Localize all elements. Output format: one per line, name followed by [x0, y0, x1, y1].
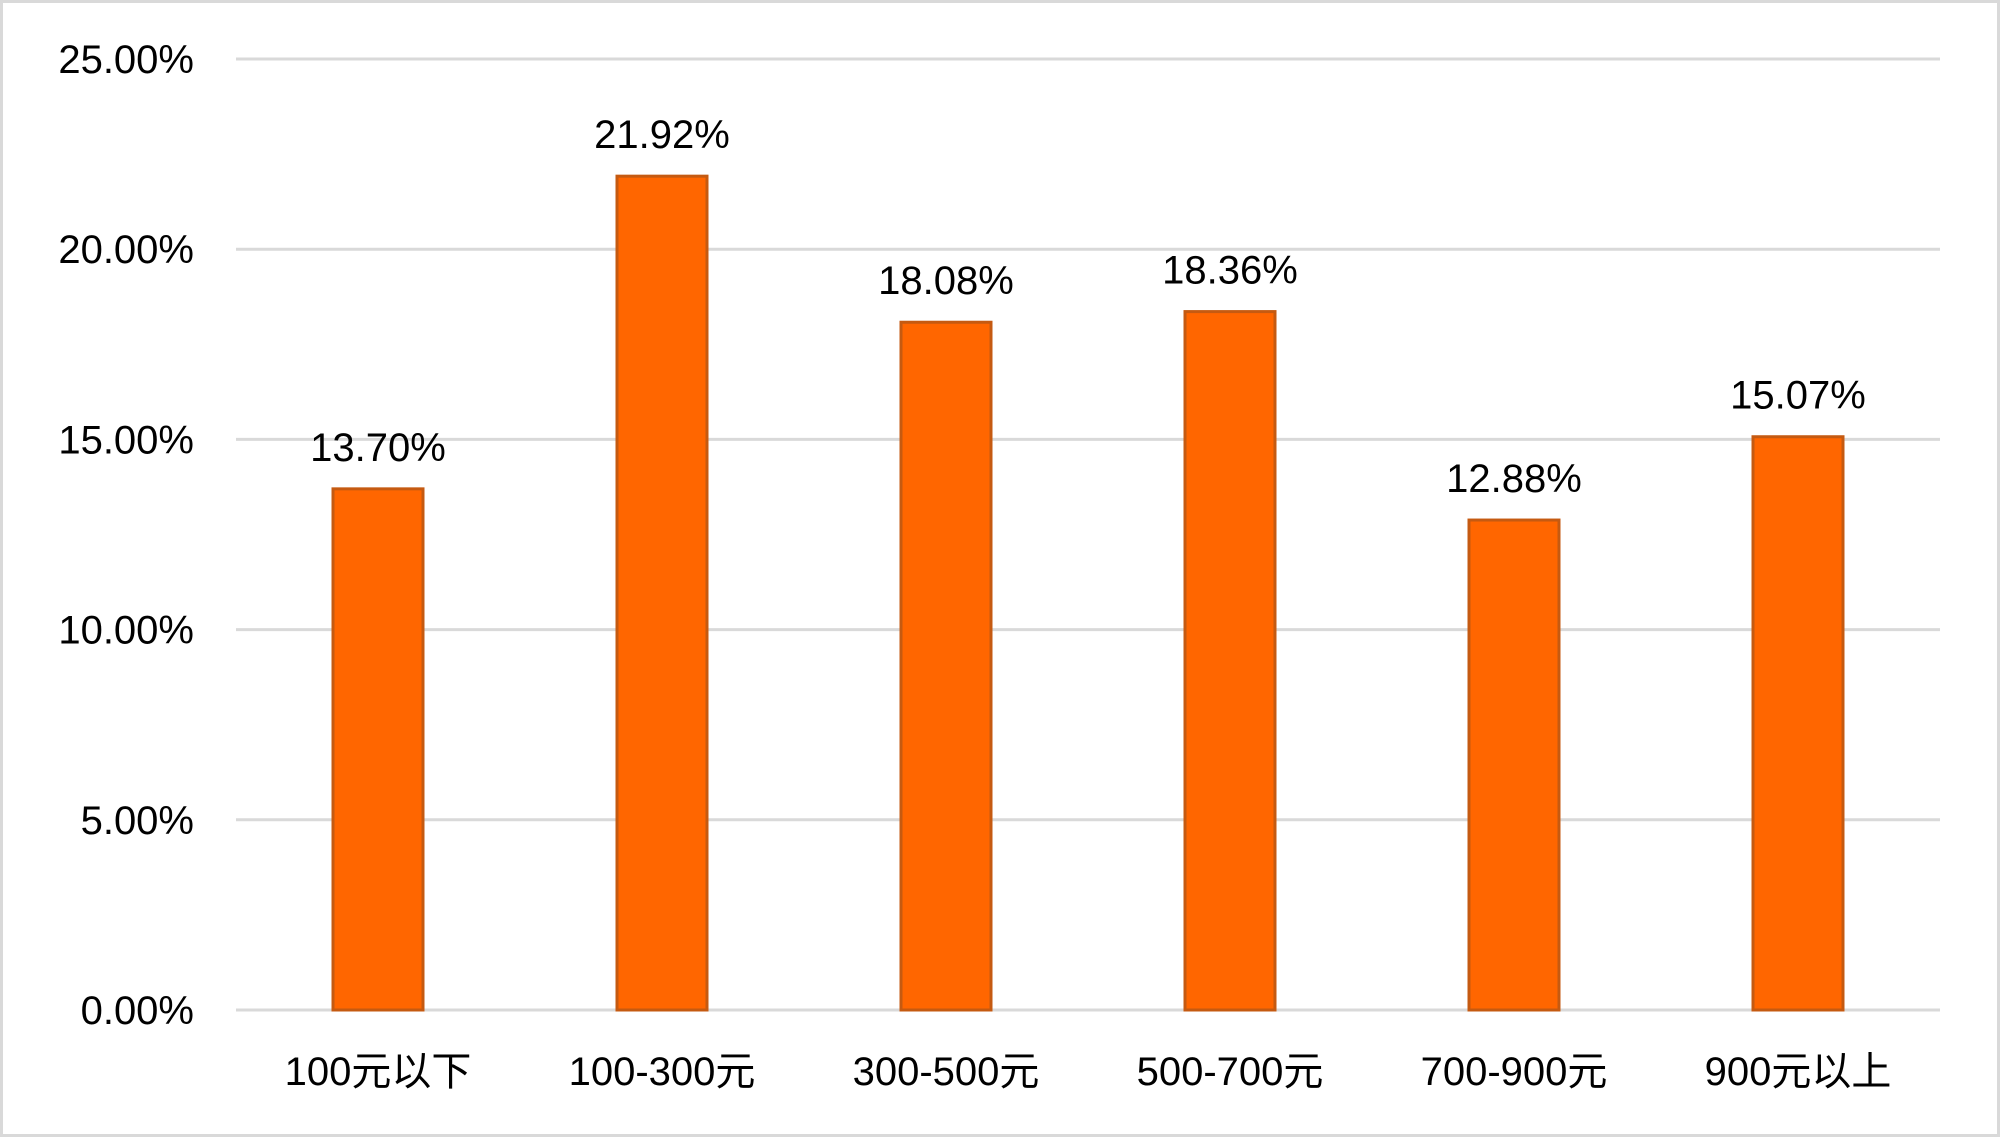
bar [1467, 518, 1561, 1012]
x-tick-label: 900元以上 [1705, 1050, 1892, 1094]
data-label: 13.70% [310, 426, 446, 470]
bar [1183, 310, 1277, 1012]
y-tick-label: 20.00% [58, 228, 194, 272]
data-label: 18.08% [878, 259, 1014, 303]
x-tick-label: 100-300元 [569, 1050, 756, 1094]
y-tick-label: 25.00% [58, 38, 194, 82]
bars [331, 174, 1845, 1012]
x-tick-label: 300-500元 [853, 1050, 1040, 1094]
data-labels: 13.70% 21.92% 18.08% 18.36% 12.88% 15.07% [310, 113, 1866, 501]
data-label: 12.88% [1446, 457, 1582, 501]
x-tick-label: 500-700元 [1137, 1050, 1324, 1094]
y-tick-label: 0.00% [81, 989, 194, 1033]
bar [1751, 435, 1845, 1012]
data-label: 18.36% [1162, 249, 1298, 293]
x-tick-label: 700-900元 [1421, 1050, 1608, 1094]
y-tick-label: 5.00% [81, 799, 194, 843]
y-tick-label: 10.00% [58, 609, 194, 653]
y-axis-tick-labels: 0.00% 5.00% 10.00% 15.00% 20.00% 25.00% [58, 38, 194, 1033]
x-tick-label: 100元以下 [285, 1050, 472, 1094]
data-label: 21.92% [594, 113, 730, 157]
gridlines [236, 57, 1940, 1012]
bar [615, 174, 709, 1012]
y-tick-label: 15.00% [58, 418, 194, 462]
bar [899, 320, 993, 1012]
data-label: 15.07% [1730, 374, 1866, 418]
bar [331, 487, 425, 1012]
x-axis-tick-labels: 100元以下 100-300元 300-500元 500-700元 700-900元 90… [285, 1050, 1892, 1094]
